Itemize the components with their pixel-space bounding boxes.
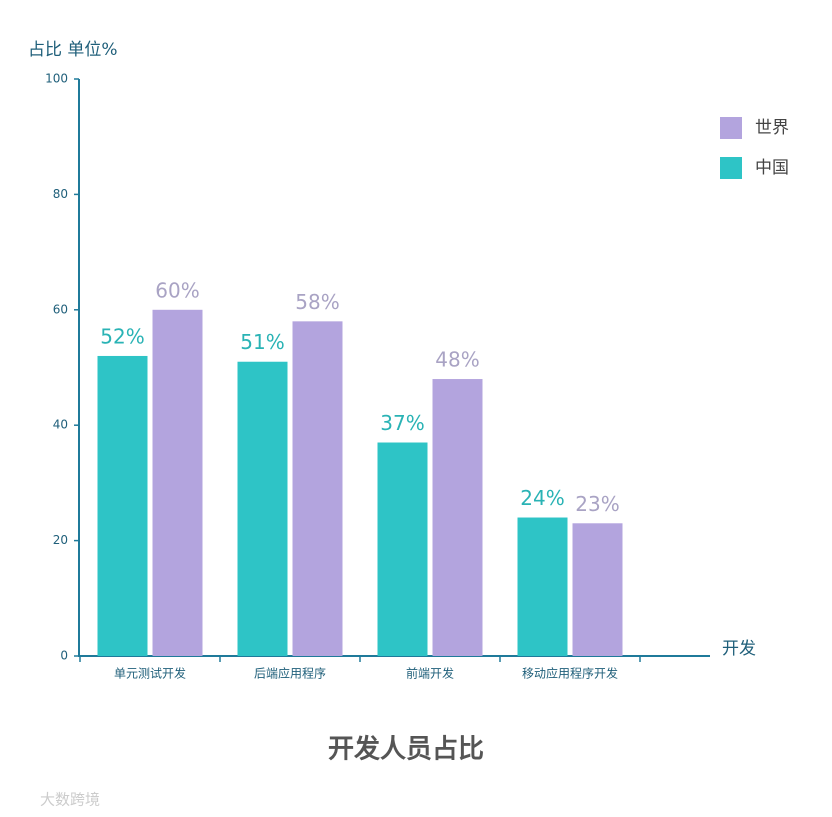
bar [97,355,148,656]
y-tick-label: 100 [45,72,68,86]
value-label: 24% [520,486,564,510]
watermark: 大数跨境 [40,791,100,809]
y-tick-label: 80 [53,187,68,201]
y-tick-label: 40 [53,418,68,432]
value-label: 52% [100,324,144,348]
y-tick-label: 20 [53,533,68,547]
bar [517,517,568,656]
bar [572,523,623,656]
y-tick-label: 60 [53,302,68,316]
legend-swatch [720,117,742,139]
value-label: 37% [380,411,424,435]
value-label: 48% [435,348,479,372]
bar [432,379,483,656]
value-label: 51% [240,330,284,354]
y-tick-label: 0 [60,649,68,663]
x-tick-label: 前端开发 [406,666,454,681]
x-tick-label: 移动应用程序开发 [522,666,618,681]
legend-label: 中国 [755,158,789,178]
legend-label: 世界 [755,118,789,138]
x-axis-label: 开发 [722,639,756,659]
legend-swatch [720,157,742,179]
x-tick-label: 单元测试开发 [114,666,186,681]
bar [152,309,203,656]
value-label: 23% [575,492,619,516]
value-label: 60% [155,278,199,302]
y-axis-label: 占比 单位% [28,40,118,60]
x-tick-label: 后端应用程序 [254,666,326,681]
bar [237,361,288,656]
bar [377,442,428,656]
value-label: 58% [295,290,339,314]
bar [292,321,343,656]
chart-title: 开发人员占比 [328,734,484,765]
